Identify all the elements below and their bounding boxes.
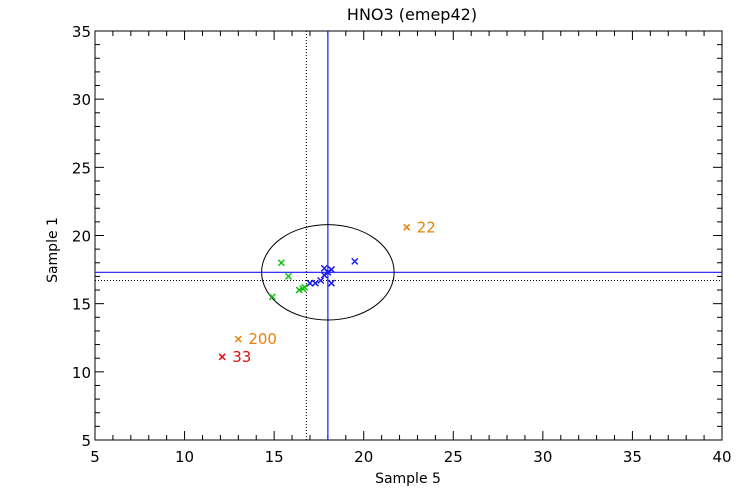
data-point [284,272,293,280]
x-tick-label: 35 [623,448,642,466]
spread-ellipse [261,224,395,321]
y-tick-label: 5 [81,432,91,450]
y-axis-title: Sample 1 [45,217,61,283]
x-tick-label: 5 [90,448,100,466]
data-point [327,279,335,287]
data-point [306,279,314,287]
data-point [234,335,242,343]
data-point [218,353,226,361]
point-label: 22 [417,218,436,236]
chart-title: HNO3 (emep42) [347,5,477,24]
y-tick-label: 25 [72,159,91,177]
data-point [317,276,325,285]
y-tick-label: 15 [72,296,91,314]
y-tick-label: 30 [72,91,91,109]
data-point [311,279,319,287]
point-label: 33 [232,348,251,366]
x-axis-title: Sample 5 [375,471,441,487]
y-tick-label: 20 [72,228,91,246]
y-tick-label: 10 [72,364,91,382]
x-tick-label: 10 [175,448,194,466]
data-point [403,223,411,231]
data-point [277,259,285,267]
data-point [301,283,309,291]
point-label: 200 [248,330,277,348]
data-point [351,257,359,265]
plot-frame [94,30,723,441]
x-tick-label: 30 [533,448,552,466]
x-tick-label: 40 [712,448,731,466]
x-tick-label: 20 [354,448,373,466]
y-tick-label: 35 [72,23,91,41]
x-tick-label: 25 [444,448,463,466]
data-point [327,266,335,274]
x-tick-label: 15 [265,448,284,466]
data-point [268,293,276,301]
